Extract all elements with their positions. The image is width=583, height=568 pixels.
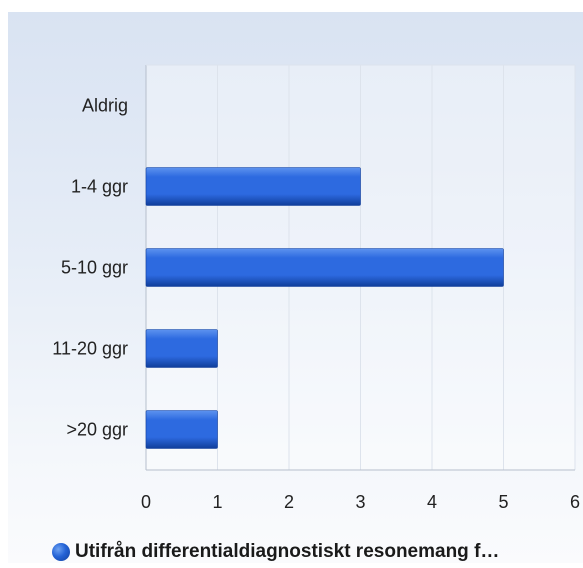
category-labels: Aldrig 1-4 ggr 5-10 ggr 11-20 ggr >20 ggr [52, 96, 128, 440]
x-tick-label: 5 [498, 492, 508, 512]
x-tick-label: 3 [355, 492, 365, 512]
chart-panel: Aldrig 1-4 ggr 5-10 ggr 11-20 ggr >20 ggr 0 1… [8, 12, 583, 563]
bar[interactable] [145, 248, 504, 287]
bar[interactable] [145, 329, 218, 368]
x-tick-label: 1 [212, 492, 222, 512]
category-label: Aldrig [82, 96, 128, 116]
category-label: 1-4 ggr [71, 177, 128, 197]
category-label: >20 ggr [66, 420, 128, 440]
bar-chart: Aldrig 1-4 ggr 5-10 ggr 11-20 ggr >20 ggr 0 1… [52, 64, 580, 512]
x-tick-label: 4 [427, 492, 437, 512]
legend-label: Utifrån differentialdiagnostiskt resonem… [75, 541, 500, 562]
legend[interactable]: Utifrån differentialdiagnostiskt resonem… [52, 541, 499, 563]
bars [145, 167, 504, 449]
bar[interactable] [145, 410, 218, 449]
x-tick-label: 0 [141, 492, 151, 512]
x-tick-label: 6 [570, 492, 580, 512]
bar[interactable] [145, 167, 361, 206]
category-label: 5-10 ggr [61, 258, 128, 278]
x-axis-tick-labels: 0 1 2 3 4 5 6 [141, 492, 580, 512]
legend-marker-icon [52, 543, 70, 561]
category-label: 11-20 ggr [52, 339, 128, 359]
x-tick-label: 2 [284, 492, 294, 512]
